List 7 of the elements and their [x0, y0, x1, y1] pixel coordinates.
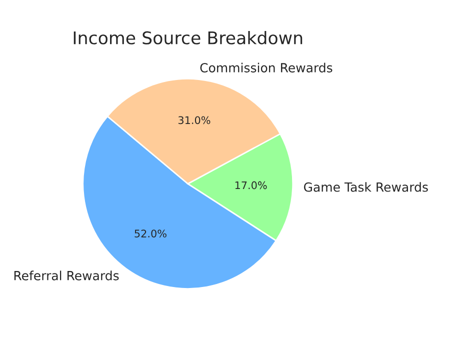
data-label: 31.0%: [178, 116, 210, 124]
slice-label: Referral Rewards: [14, 270, 119, 280]
slice-label: Game Task Rewards: [304, 182, 428, 192]
data-label: 52.0%: [134, 230, 166, 238]
slice-label: Commission Rewards: [200, 62, 332, 72]
chart-title: Income Source Breakdown: [74, 30, 302, 44]
data-label: 17.0%: [235, 181, 267, 190]
